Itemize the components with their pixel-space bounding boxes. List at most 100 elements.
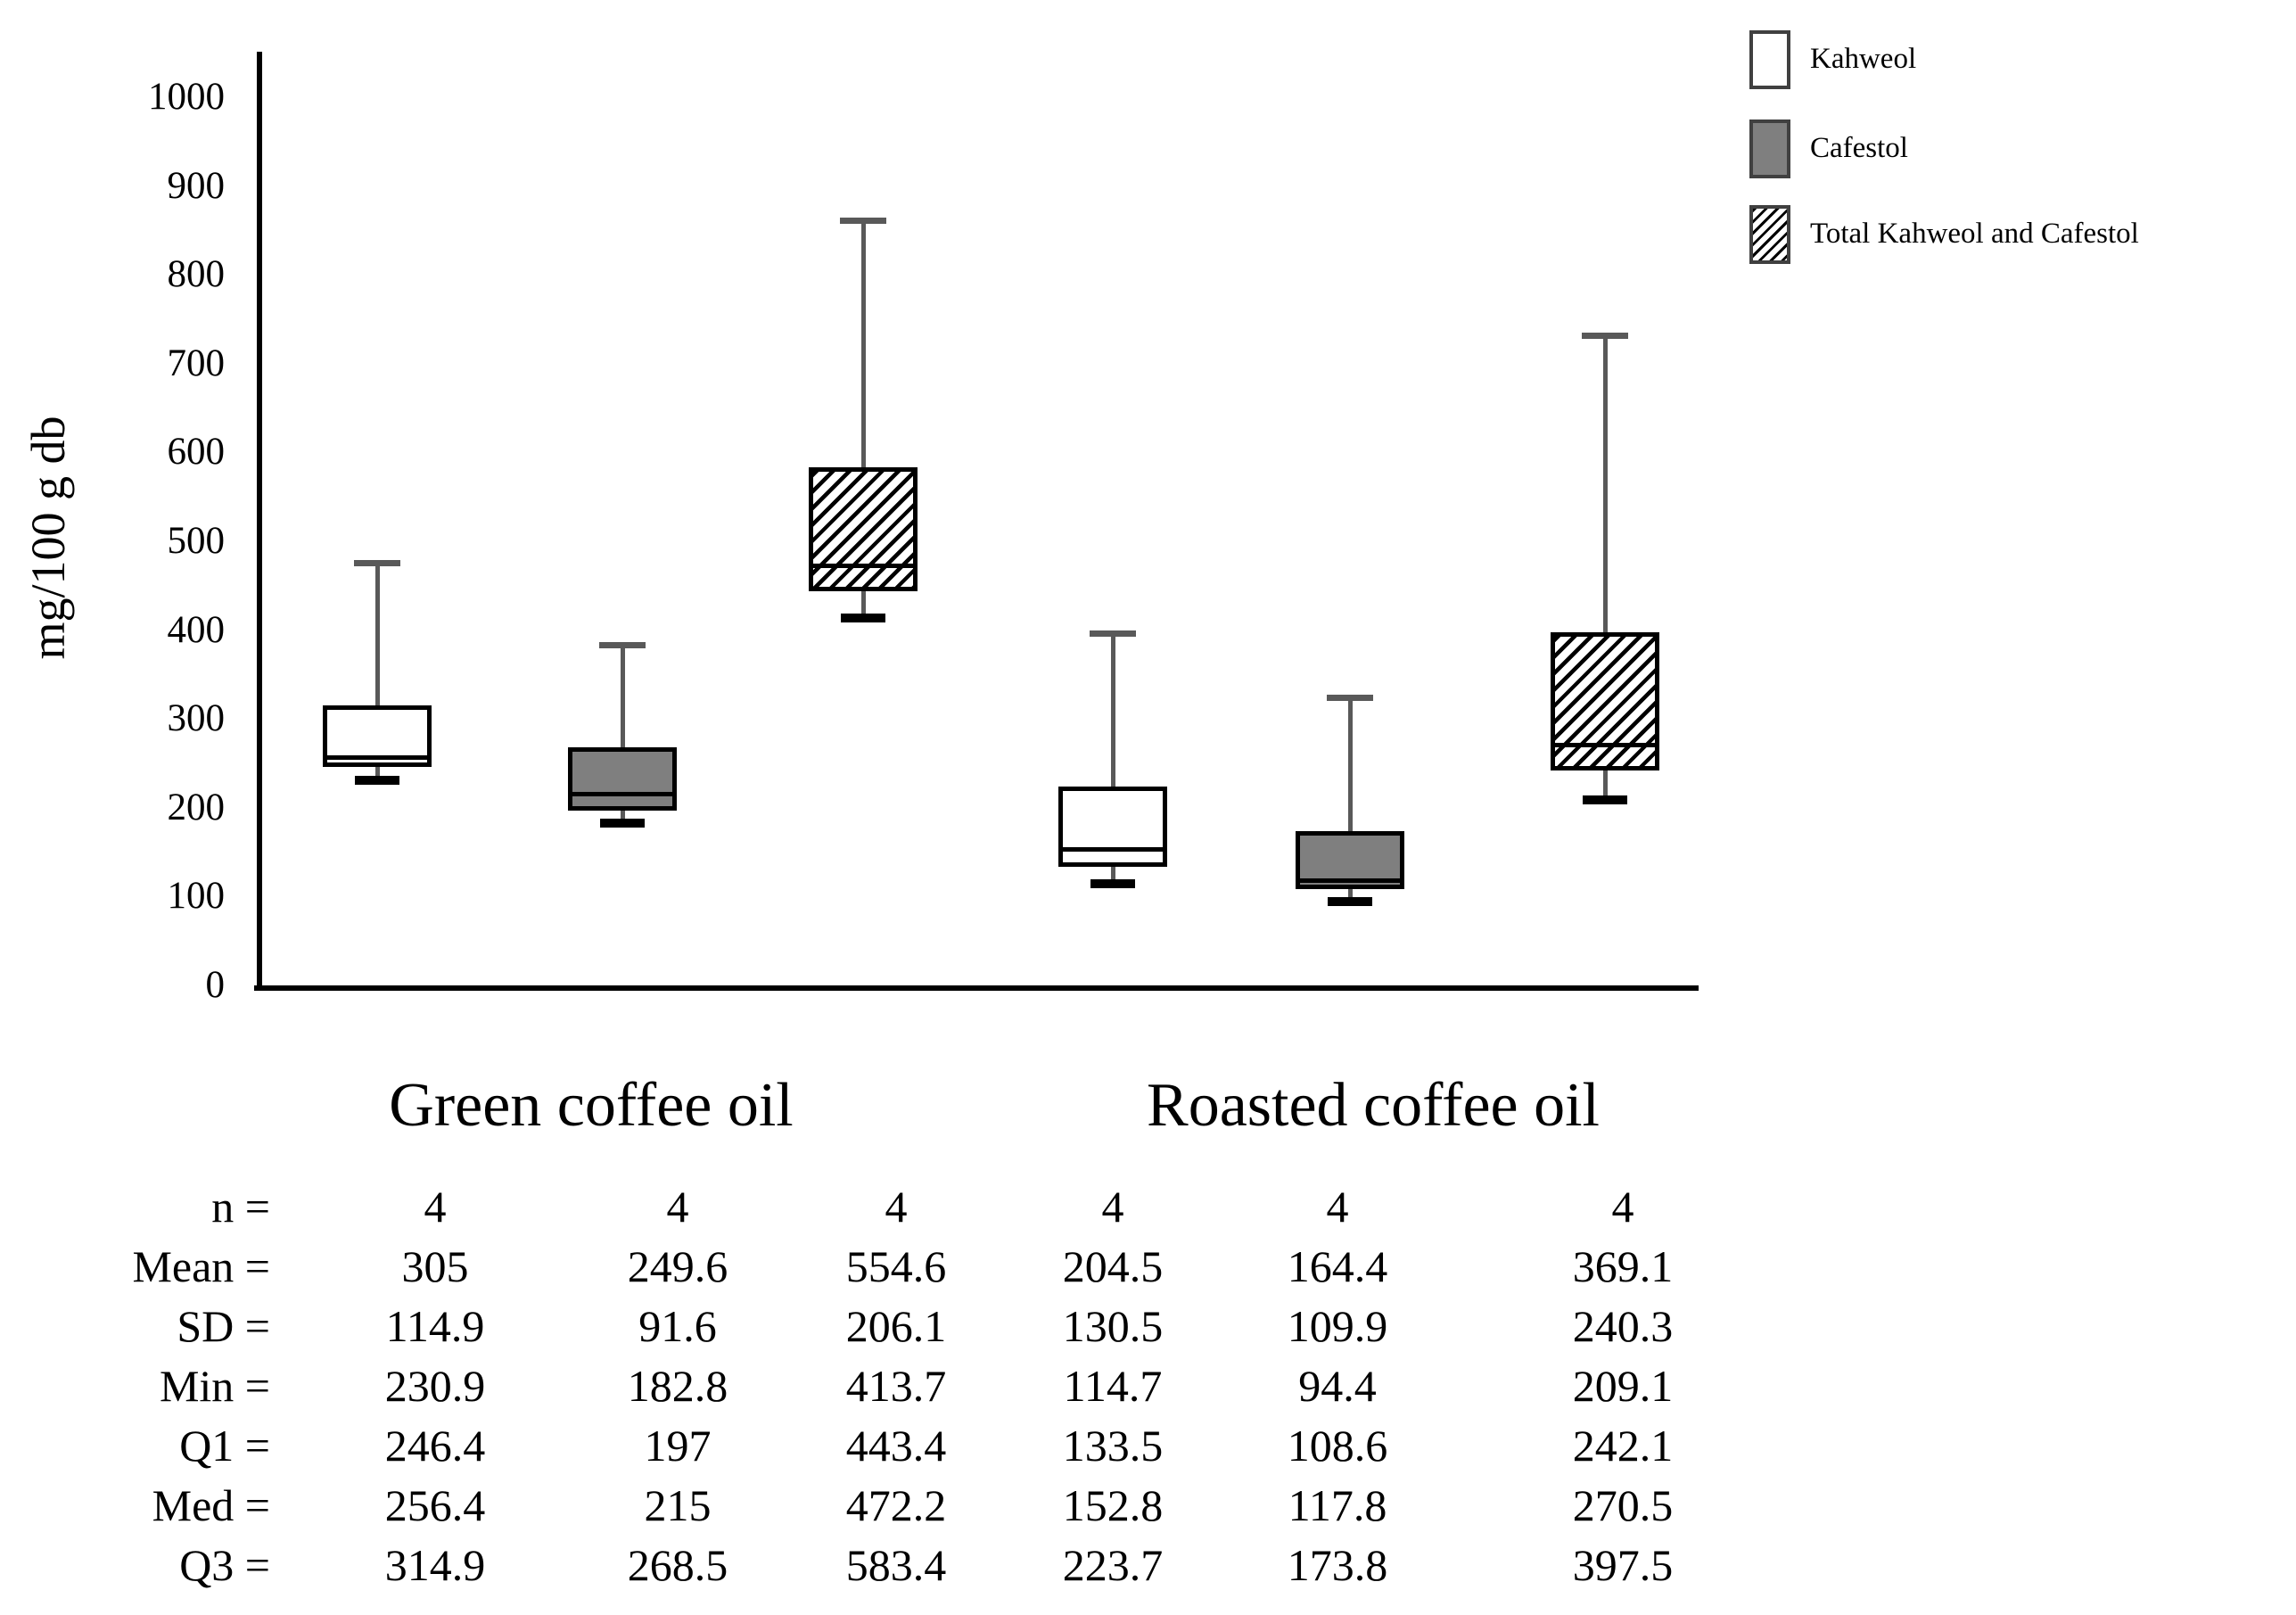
box-iqr xyxy=(568,746,677,811)
upper-whisker-cap xyxy=(1327,694,1373,701)
lower-whisker-line xyxy=(620,810,625,823)
stats-cell: 204.5 xyxy=(1062,1241,1164,1291)
stats-row-label: SD = xyxy=(177,1301,270,1351)
stats-row-label: n = xyxy=(211,1182,270,1232)
upper-whisker-line xyxy=(374,563,380,706)
box-iqr xyxy=(809,466,918,592)
upper-whisker-line xyxy=(1602,335,1608,633)
y-tick-label: 500 xyxy=(167,520,226,562)
lower-whisker-line xyxy=(1602,770,1608,800)
stats-cell: 270.5 xyxy=(1572,1480,1674,1530)
y-tick-label: 1000 xyxy=(148,76,225,118)
stats-cell: 206.1 xyxy=(845,1301,947,1351)
min-whisker-cap xyxy=(600,818,645,828)
upper-whisker-cap xyxy=(1090,630,1136,638)
min-whisker-cap xyxy=(355,776,399,786)
stats-cell: 108.6 xyxy=(1287,1421,1388,1471)
stats-cell: 197 xyxy=(644,1421,712,1471)
median-line xyxy=(1551,743,1659,748)
stats-cell: 242.1 xyxy=(1572,1421,1674,1471)
legend-swatch-white xyxy=(1749,30,1790,89)
y-tick-label: 400 xyxy=(167,608,226,651)
legend-swatch-gray xyxy=(1749,119,1790,178)
stats-row-label: Q1 = xyxy=(179,1421,270,1471)
stats-cell: 114.9 xyxy=(385,1301,485,1351)
stats-cell: 4 xyxy=(885,1182,908,1232)
stats-cell: 114.7 xyxy=(1063,1361,1163,1411)
stats-cell: 164.4 xyxy=(1287,1241,1388,1291)
stats-cell: 246.4 xyxy=(384,1421,486,1471)
upper-whisker-line xyxy=(620,645,625,747)
stats-cell: 4 xyxy=(1611,1182,1634,1232)
min-whisker-cap xyxy=(841,613,885,622)
stats-cell: 554.6 xyxy=(845,1241,947,1291)
stats-cell: 4 xyxy=(1326,1182,1349,1232)
y-tick-label: 0 xyxy=(205,964,226,1006)
legend-label: Total Kahweol and Cafestol xyxy=(1810,218,2139,250)
stats-row-label: Med = xyxy=(152,1480,270,1530)
stats-cell: 117.8 xyxy=(1288,1480,1387,1530)
y-tick-label: 600 xyxy=(167,431,226,474)
stats-row-label: Min = xyxy=(159,1361,270,1411)
stats-cell: 369.1 xyxy=(1572,1241,1674,1291)
stats-cell: 240.3 xyxy=(1572,1301,1674,1351)
upper-whisker-cap xyxy=(599,642,646,649)
y-tick-label: 700 xyxy=(167,342,226,384)
y-tick-label: 800 xyxy=(167,253,226,296)
min-whisker-cap xyxy=(1328,896,1372,906)
group-label-roasted: Roasted coffee oil xyxy=(1147,1071,1600,1140)
stats-cell: 173.8 xyxy=(1287,1540,1388,1590)
stats-cell: 223.7 xyxy=(1062,1540,1164,1590)
stats-cell: 209.1 xyxy=(1572,1361,1674,1411)
lower-whisker-line xyxy=(860,591,866,618)
median-line xyxy=(568,792,677,797)
upper-whisker-cap xyxy=(354,560,400,567)
y-tick-label: 900 xyxy=(167,164,226,207)
legend-label: Kahweol xyxy=(1810,43,1917,75)
stats-cell: 4 xyxy=(666,1182,689,1232)
median-line xyxy=(1058,847,1167,853)
y-axis-line xyxy=(257,52,262,991)
median-line xyxy=(1296,878,1404,884)
box-iqr xyxy=(1058,787,1167,868)
stats-cell: 215 xyxy=(644,1480,712,1530)
y-tick-label: 200 xyxy=(167,786,226,828)
stats-cell: 305 xyxy=(401,1241,469,1291)
lower-whisker-line xyxy=(1347,888,1353,902)
stats-cell: 109.9 xyxy=(1287,1301,1388,1351)
stats-cell: 133.5 xyxy=(1062,1421,1164,1471)
upper-whisker-cap xyxy=(1582,333,1628,340)
upper-whisker-line xyxy=(1347,697,1353,831)
stats-cell: 94.4 xyxy=(1298,1361,1377,1411)
y-tick-label: 300 xyxy=(167,697,226,740)
box-iqr xyxy=(1551,632,1659,770)
stats-cell: 413.7 xyxy=(845,1361,947,1411)
stats-cell: 268.5 xyxy=(627,1540,728,1590)
stats-cell: 472.2 xyxy=(845,1480,947,1530)
stats-row-label: Mean = xyxy=(132,1241,270,1291)
legend-swatch-hatch xyxy=(1749,205,1790,264)
stats-cell: 4 xyxy=(1101,1182,1124,1232)
x-axis-line xyxy=(254,985,1699,991)
stats-cell: 230.9 xyxy=(384,1361,486,1411)
upper-whisker-line xyxy=(1110,633,1115,787)
min-whisker-cap xyxy=(1090,878,1135,888)
stats-cell: 583.4 xyxy=(845,1540,947,1590)
group-label-green: Green coffee oil xyxy=(389,1071,794,1140)
y-tick-label: 100 xyxy=(167,875,226,918)
stats-cell: 182.8 xyxy=(627,1361,728,1411)
stats-cell: 397.5 xyxy=(1572,1540,1674,1590)
stats-cell: 256.4 xyxy=(384,1480,486,1530)
upper-whisker-line xyxy=(860,220,866,467)
lower-whisker-line xyxy=(1110,867,1115,884)
upper-whisker-cap xyxy=(840,217,886,224)
median-line xyxy=(323,755,432,761)
stats-row-label: Q3 = xyxy=(179,1540,270,1590)
lower-whisker-line xyxy=(374,766,380,781)
stats-cell: 91.6 xyxy=(638,1301,717,1351)
median-line xyxy=(809,564,918,569)
stats-cell: 4 xyxy=(424,1182,447,1232)
legend-label: Cafestol xyxy=(1810,132,1908,164)
stats-cell: 314.9 xyxy=(384,1540,486,1590)
